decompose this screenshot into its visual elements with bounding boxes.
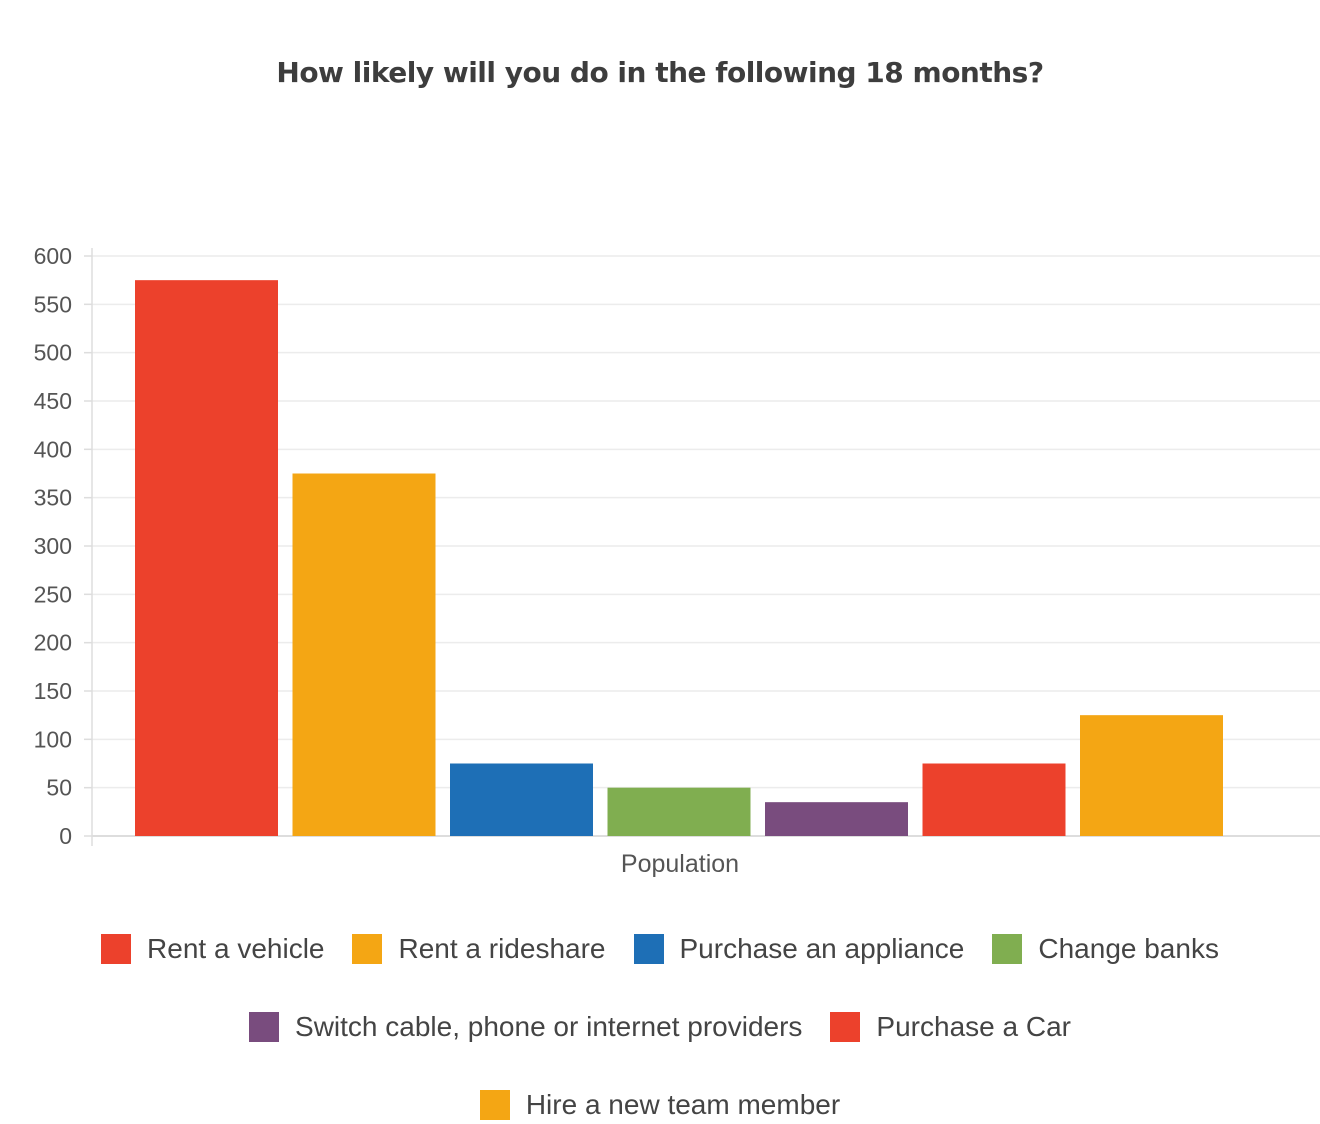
axes (84, 248, 93, 846)
y-tick-label: 100 (34, 726, 72, 752)
y-tick-label: 250 (34, 581, 72, 607)
bar-switch-cable-phone-or-internet-providers[interactable] (765, 802, 908, 836)
legend-item[interactable]: Purchase an appliance (633, 930, 965, 968)
legend-label: Purchase an appliance (679, 933, 965, 964)
y-tick-label: 0 (59, 823, 72, 849)
y-tick-label: 600 (34, 243, 72, 269)
bars (135, 280, 1223, 837)
legend-label: Rent a rideshare (398, 933, 606, 964)
y-tick-label: 400 (34, 436, 72, 462)
legend-swatch (479, 1090, 510, 1120)
legend-label: Hire a new team member (525, 1089, 841, 1120)
bar-change-banks[interactable] (607, 787, 751, 836)
bar-rent-a-vehicle[interactable] (135, 280, 278, 837)
legend: Rent a vehicle Rent a rideshare Purchase a… (40, 930, 1280, 1124)
legend-item[interactable]: Rent a rideshare (352, 930, 606, 968)
y-tick-label: 450 (34, 388, 72, 414)
bar-hire-a-new-team-member[interactable] (1080, 715, 1223, 836)
y-tick-label: 300 (34, 533, 72, 559)
legend-label: Purchase a Car (876, 1011, 1071, 1042)
chart-title: How likely will you do in the following … (276, 56, 1044, 89)
y-tick-label: 550 (34, 291, 72, 317)
legend-item[interactable]: Switch cable, phone or internet provider… (249, 1008, 802, 1046)
x-axis-label: Population (621, 850, 739, 878)
legend-item[interactable]: Hire a new team member (479, 1086, 841, 1124)
y-tick-label: 200 (34, 630, 72, 656)
y-tick-label: 350 (34, 485, 72, 511)
legend-label: Switch cable, phone or internet provider… (295, 1011, 803, 1042)
bar-purchase-an-appliance[interactable] (450, 763, 593, 837)
y-tick-label: 500 (34, 340, 72, 366)
legend-swatch (352, 934, 383, 964)
bar-rent-a-rideshare[interactable] (292, 473, 436, 837)
legend-swatch (992, 934, 1023, 964)
legend-item[interactable]: Purchase a Car (830, 1008, 1071, 1046)
y-tick-labels: 0 50 100 150 200 250 300 350 400 450 500 550 600 (34, 243, 72, 849)
y-tick-label: 150 (34, 678, 72, 704)
bar-purchase-a-car[interactable] (922, 763, 1066, 837)
legend-label: Change banks (1038, 933, 1219, 964)
legend-swatch (633, 934, 664, 964)
legend-swatch (101, 934, 132, 964)
legend-label: Rent a vehicle (147, 933, 325, 964)
legend-swatch (830, 1012, 861, 1042)
bar-chart: 0 50 100 150 200 250 300 350 400 450 500 550 600 Pop… (34, 243, 1320, 878)
legend-swatch (249, 1012, 280, 1042)
legend-item[interactable]: Change banks (992, 930, 1219, 968)
legend-item[interactable]: Rent a vehicle (101, 930, 324, 968)
y-tick-label: 50 (46, 775, 72, 801)
